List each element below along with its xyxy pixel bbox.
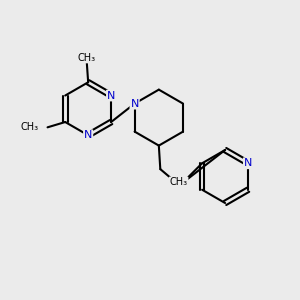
Text: CH₃: CH₃ <box>169 177 188 188</box>
Text: O: O <box>175 180 184 190</box>
Text: CH₃: CH₃ <box>20 122 38 132</box>
Text: N: N <box>107 91 115 100</box>
Text: CH₃: CH₃ <box>78 52 96 62</box>
Text: N: N <box>130 99 139 109</box>
Text: N: N <box>84 130 92 140</box>
Text: N: N <box>244 158 252 168</box>
